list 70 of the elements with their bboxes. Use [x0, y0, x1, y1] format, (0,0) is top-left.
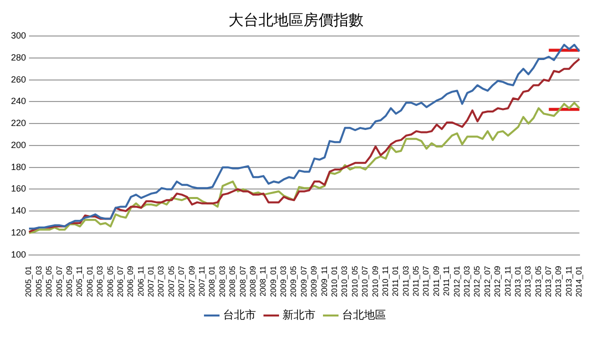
x-tick-label: 2012_01 [452, 265, 462, 298]
x-tick-label: 2011_07 [422, 265, 431, 296]
x-tick-label: 2005_03 [34, 265, 44, 298]
x-tick-label: 2006_01 [85, 265, 94, 298]
x-tick-label: 2006_11 [136, 265, 146, 296]
x-tick-label: 2007_07 [177, 265, 186, 298]
y-tick-label: 300 [10, 30, 26, 40]
x-tick-label: 2008_03 [218, 265, 227, 298]
x-tick-label: 2009_05 [289, 265, 298, 298]
x-tick-label: 2013_11 [564, 265, 574, 296]
legend-label: 新北市 [282, 308, 316, 322]
x-tick-label: 2009_11 [320, 265, 329, 296]
x-tick-label: 2011_09 [432, 265, 441, 296]
x-tick-label: 2006_07 [116, 265, 125, 298]
x-tick-label: 2005_07 [54, 265, 64, 298]
x-tick-label: 2005_11 [75, 265, 84, 296]
x-tick-label: 2010_07 [360, 265, 370, 298]
y-tick-label: 240 [10, 96, 26, 106]
x-tick-label: 2005_09 [64, 265, 74, 298]
x-tick-label: 2006_03 [96, 265, 105, 298]
x-tick-label: 2008_05 [228, 265, 238, 298]
y-tick-label: 180 [10, 162, 26, 172]
x-tick-label: 2013_07 [544, 265, 554, 298]
y-tick-label: 280 [10, 52, 26, 62]
y-tick-label: 220 [10, 118, 26, 128]
x-tick-label: 2007_11 [197, 265, 206, 296]
legend-label: 台北市 [222, 308, 256, 322]
x-tick-label: 2010_03 [340, 265, 350, 298]
x-tick-label: 2007_05 [166, 265, 176, 298]
legend-label: 台北地區 [342, 308, 386, 322]
y-tick-label: 200 [10, 140, 26, 150]
x-tick-label: 2011_01 [391, 265, 400, 296]
x-tick-label: 2010_11 [380, 265, 390, 296]
x-tick-label: 2010_01 [330, 265, 339, 298]
x-tick-label: 2013_05 [534, 265, 543, 298]
x-tick-label: 2012_09 [493, 265, 502, 298]
x-tick-label: 2010_05 [350, 265, 360, 298]
x-tick-label: 2008_11 [258, 265, 268, 296]
x-tick-label: 2009_09 [310, 265, 319, 298]
x-tick-label: 2011_03 [401, 265, 410, 296]
x-tick-label: 2006_05 [106, 265, 115, 298]
x-tick-label: 2009_01 [268, 265, 278, 298]
x-tick-label: 2013_09 [554, 265, 564, 298]
x-tick-label: 2007_03 [156, 265, 166, 298]
x-tick-label: 2008_07 [238, 265, 248, 298]
y-tick-label: 140 [10, 206, 26, 216]
x-tick-label: 2010_09 [370, 265, 380, 298]
x-tick-label: 2009_07 [299, 265, 308, 298]
x-tick-label: 2005_05 [44, 265, 54, 298]
x-tick-label: 2011_05 [412, 265, 421, 296]
x-tick-label: 2008_09 [248, 265, 258, 298]
x-tick-label: 2008_01 [208, 265, 217, 298]
y-tick-label: 100 [10, 249, 26, 260]
y-tick-label: 260 [10, 74, 26, 84]
x-tick-label: 2012_05 [472, 265, 482, 298]
y-tick-label: 160 [10, 184, 26, 194]
x-tick-label: 2013_01 [513, 265, 522, 298]
x-tick-label: 2007_01 [146, 265, 156, 298]
x-tick-label: 2011_11 [442, 265, 452, 296]
x-tick-label: 2006_09 [126, 265, 136, 298]
x-tick-label: 2012_11 [503, 265, 512, 296]
y-tick-label: 120 [10, 227, 26, 238]
chart-title: 大台北地區房價指數 [228, 12, 364, 30]
x-tick-label: 2012_07 [482, 265, 492, 298]
x-tick-label: 2012_03 [462, 265, 472, 298]
x-tick-label: 2007_09 [187, 265, 196, 298]
x-tick-label: 2009_03 [279, 265, 288, 298]
x-tick-label: 2005_01 [24, 265, 34, 298]
x-tick-label: 2013_03 [524, 265, 533, 298]
x-tick-label: 2014_01 [574, 265, 584, 298]
